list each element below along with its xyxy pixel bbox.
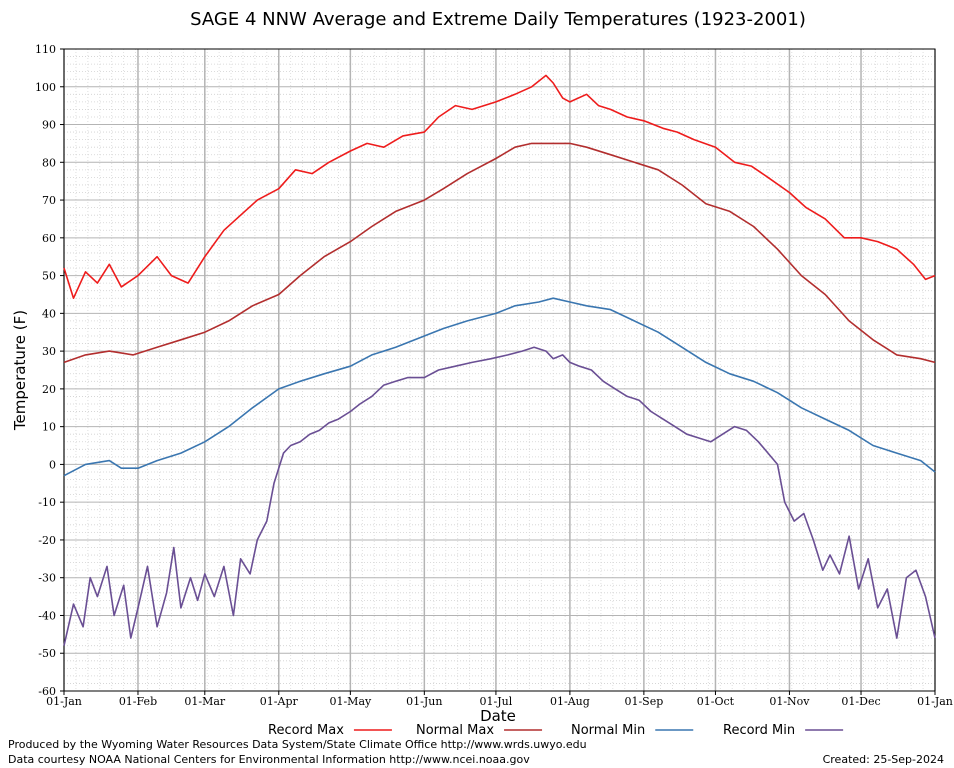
x-axis-label: Date: [480, 707, 516, 725]
y-tick-label: 0: [49, 458, 56, 471]
x-tick-label: 01-Aug: [550, 695, 590, 708]
x-tick-label: 01-Sep: [624, 695, 663, 708]
legend-label-record-max: Record Max: [268, 723, 344, 738]
x-tick-label: 01-Jul: [480, 695, 513, 708]
legend-label-record-min: Record Min: [723, 723, 795, 738]
x-tick-label: 01-Oct: [697, 695, 735, 708]
footer-producer-credit: Produced by the Wyoming Water Resources …: [8, 738, 587, 751]
footer-data-credit: Data courtesy NOAA National Centers for …: [8, 753, 530, 766]
x-tick-label: 01-Jan: [46, 695, 82, 708]
x-tick-label: 01-Mar: [184, 695, 226, 708]
chart-axes: -60 -50 -40 -30 -20 -10 0 10 20 30 40 50 60 70 80 90 100…: [35, 43, 953, 708]
y-tick-label: -20: [38, 534, 56, 547]
y-tick-label: 100: [35, 81, 56, 94]
x-tick-label: 01-Dec: [841, 695, 880, 708]
y-tick-label: 110: [35, 43, 56, 56]
y-tick-label: -60: [38, 685, 56, 698]
y-axis-label: Temperature (F): [11, 310, 29, 431]
x-tick-label: 01-Jun: [406, 695, 442, 708]
record-min-line: [63, 346, 936, 646]
legend-label-normal-max: Normal Max: [416, 723, 494, 738]
plot-frame: [63, 48, 936, 692]
footer-created-date: Created: 25-Sep-2024: [822, 753, 944, 766]
y-tick-label: 80: [42, 156, 56, 169]
normal-min-line: [63, 297, 936, 477]
y-tick-label: 30: [42, 345, 56, 358]
record-max-line: [63, 74, 936, 300]
y-tick-label: 60: [42, 232, 56, 245]
x-tick-label: 01-Jan: [917, 695, 953, 708]
y-tick-label: 20: [42, 383, 56, 396]
x-tick-label: 01-Feb: [119, 695, 157, 708]
x-tick-label: 01-May: [329, 695, 372, 708]
y-tick-label: 40: [42, 307, 56, 320]
y-tick-label: 90: [42, 119, 56, 132]
normal-max-line: [63, 142, 936, 364]
y-tick-label: -30: [38, 572, 56, 585]
y-tick-label: 10: [42, 421, 56, 434]
legend-label-normal-min: Normal Min: [571, 723, 645, 738]
y-tick-label: -10: [38, 496, 56, 509]
chart-legend: Record Max Normal Max Normal Min Record Min: [268, 723, 844, 738]
x-tick-label: 01-Nov: [769, 695, 810, 708]
y-tick-label: 50: [42, 270, 56, 283]
y-tick-label: 70: [42, 194, 56, 207]
y-tick-label: -40: [38, 609, 56, 622]
chart-title: SAGE 4 NNW Average and Extreme Daily Tem…: [190, 9, 806, 30]
chart-grid: [63, 48, 936, 692]
x-tick-label: 01-Apr: [260, 695, 299, 708]
y-tick-label: -50: [38, 647, 56, 660]
chart-series: [63, 74, 936, 646]
